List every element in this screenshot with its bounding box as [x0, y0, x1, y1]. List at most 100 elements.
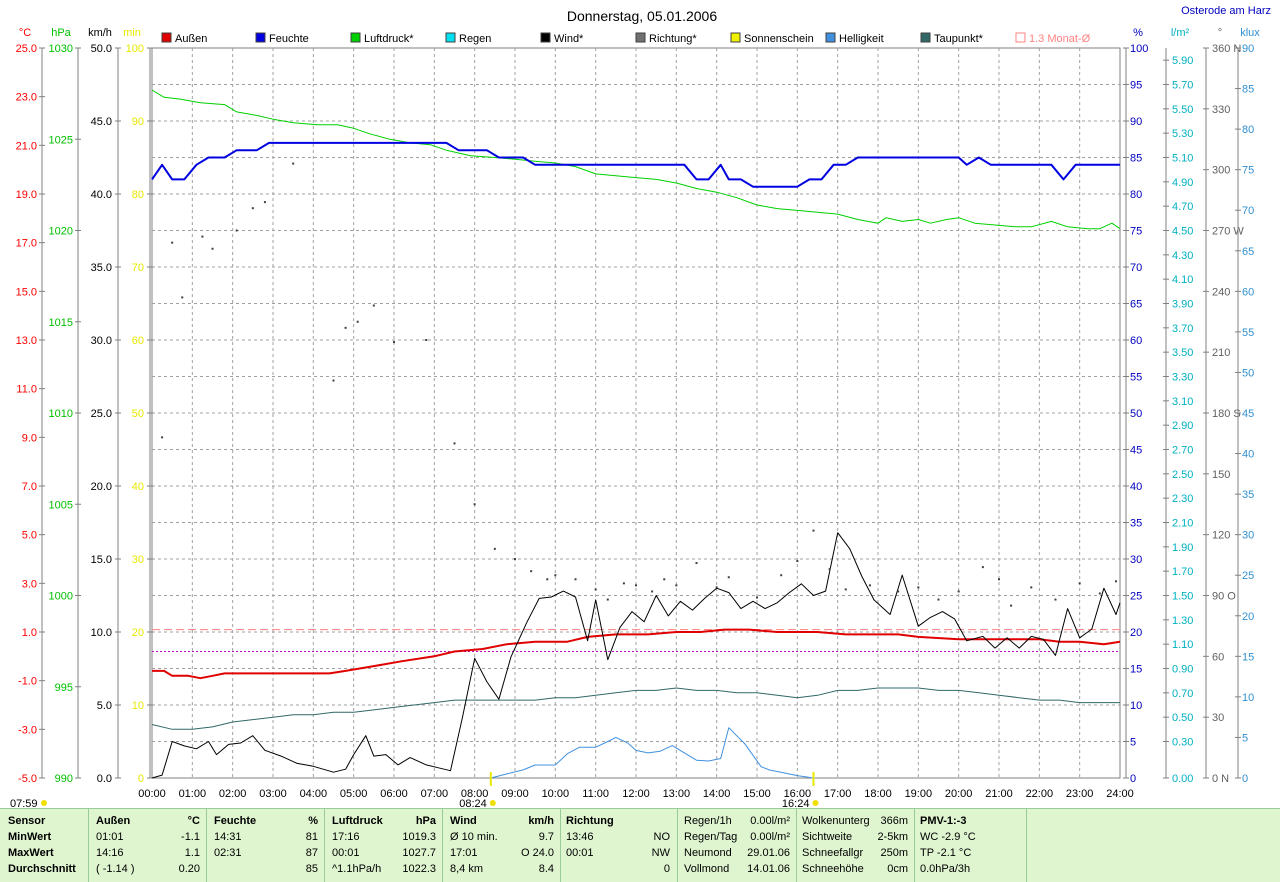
legend-label: Sonnenschein: [744, 33, 814, 45]
y-tick-label: 80: [1130, 189, 1142, 201]
sunshine-start-sun-icon: [489, 800, 496, 806]
y-tick-label: 0.70: [1172, 688, 1193, 700]
direction-dot: [828, 568, 831, 571]
sunshine-start-label: 08:24: [459, 798, 487, 808]
luftdruck-avg-value: 1022.3: [402, 863, 436, 875]
legend-label: Außen: [175, 33, 207, 45]
x-tick-label: 21:00: [985, 788, 1013, 800]
y-tick-label: 330: [1212, 104, 1230, 116]
direction-dot: [957, 590, 960, 593]
y-tick-label: 0.50: [1172, 712, 1193, 724]
series-line-luftdruck: [151, 89, 1121, 230]
feuchte-min-time: 14:31: [214, 831, 242, 843]
x-tick-label: 08:00: [461, 788, 489, 800]
y-tick-label: 20: [1242, 611, 1254, 623]
y-tick-label: 0.90: [1172, 664, 1193, 676]
direction-dot: [251, 207, 254, 210]
direction-dot: [453, 442, 456, 445]
y-tick-label: 23.0: [16, 92, 37, 104]
y-tick-label: 90: [1130, 116, 1142, 128]
axis-unit-label: hPa: [51, 27, 71, 39]
legend-swatch: [445, 32, 456, 43]
direction-dot: [171, 241, 174, 244]
legend-label: Richtung*: [649, 33, 697, 45]
y-tick-label: 85: [1242, 84, 1254, 96]
y-tick-label: 80: [1242, 124, 1254, 136]
x-tick-label: 02:00: [219, 788, 247, 800]
y-tick-label: 13.0: [16, 335, 37, 347]
y-tick-label: 25: [1130, 591, 1142, 603]
direction-dot: [344, 326, 347, 329]
y-tick-label: 20: [132, 627, 144, 639]
y-tick-label: 45.0: [91, 116, 112, 128]
y-tick-label: 4.70: [1172, 201, 1193, 213]
series-line-taupunkt: [151, 687, 1120, 730]
y-tick-label: 180 S: [1212, 408, 1241, 420]
direction-dot: [897, 590, 900, 593]
direction-dot: [868, 584, 871, 587]
regen-label-1: Regen/Tag: [684, 831, 738, 843]
x-tick-label: 11:00: [582, 788, 609, 800]
series-layer: [151, 89, 1121, 779]
footer-col-richtung: Richtung 13:46 NO 00:01 NW 0: [566, 813, 670, 877]
direction-dot: [493, 547, 496, 550]
footer-col-aussen: Außen °C 01:01 -1.1 14:16 1.1 ( -1.14 ) 0.20: [96, 813, 200, 877]
y-tick-label: 11.0: [16, 384, 37, 396]
y-tick-label: 25: [1242, 570, 1254, 582]
y-tick-label: 45: [1242, 408, 1254, 420]
y-tick-label: 50: [1130, 408, 1142, 420]
legend-swatch: [540, 32, 551, 43]
x-tick-label: 18:00: [864, 788, 892, 800]
x-tick-label: 22:00: [1026, 788, 1054, 800]
regen-value-2: 29.01.06: [747, 847, 790, 859]
series-line-wind: [151, 532, 1121, 779]
legend-label: Regen: [459, 33, 491, 45]
y-tick-label: 5.90: [1172, 55, 1193, 67]
chart-background: [0, 0, 1280, 808]
regen-value-0: 0.00l/m²: [750, 815, 790, 827]
y-tick-label: 15.0: [16, 286, 37, 298]
y-tick-label: 85: [1130, 153, 1142, 165]
legend-swatch: [1015, 32, 1026, 43]
y-tick-label: 1020: [49, 226, 73, 238]
direction-dot: [161, 436, 164, 439]
direction-dot: [635, 584, 637, 587]
wind-min-value: 9.7: [538, 831, 554, 843]
y-tick-label: 1.70: [1172, 566, 1193, 578]
y-tick-label: 55: [1242, 327, 1254, 339]
y-tick-label: 30: [1242, 530, 1254, 542]
legend-swatch: [161, 32, 172, 43]
sunset-label: 16:24: [782, 798, 810, 808]
wind-avg-value: 8.4: [538, 863, 554, 875]
x-tick-label: 23:00: [1066, 788, 1094, 800]
y-tick-label: 990: [55, 773, 73, 785]
sunset-sun-icon: [812, 800, 819, 806]
regen-value-3: 14.01.06: [747, 863, 790, 875]
y-tick-label: 5: [1242, 732, 1248, 744]
feuchte-max-time: 02:31: [214, 847, 242, 859]
y-tick-label: 3.10: [1172, 396, 1193, 408]
regen-value-1: 0.00l/m²: [750, 831, 790, 843]
y-tick-label: 17.0: [16, 238, 37, 250]
wolken-value-0: 366m: [880, 815, 908, 827]
direction-dot: [292, 162, 295, 165]
y-tick-label: -3.0: [18, 724, 37, 736]
x-tick-label: 13:00: [663, 788, 691, 800]
luftdruck-avg-time: ^1.1hPa/h: [332, 863, 382, 875]
direction-dot: [756, 596, 758, 599]
footer-row-labels: Sensor MinWert MaxWert Durchschnitt: [8, 813, 88, 877]
x-tick-label: 01:00: [179, 788, 207, 800]
y-tick-label: 1000: [49, 591, 73, 603]
y-tick-label: -1.0: [18, 676, 37, 688]
footer-col-wolken: Wolkenunterg 366m Sichtweite 2-5km Schneef…: [802, 813, 908, 877]
direction-dot: [514, 558, 516, 560]
row-label-min: MinWert: [8, 831, 52, 843]
richtung-min-time: 13:46: [566, 831, 594, 843]
aussen-unit: °C: [187, 815, 200, 827]
feuchte-unit: %: [308, 815, 318, 827]
y-tick-label: 10: [1242, 692, 1254, 704]
direction-dot: [393, 341, 395, 344]
legend-label: 1.3 Monat-Ø: [1029, 33, 1091, 45]
axis-unit-label: °C: [19, 27, 31, 39]
wind-min-time: Ø 10 min.: [450, 831, 498, 843]
